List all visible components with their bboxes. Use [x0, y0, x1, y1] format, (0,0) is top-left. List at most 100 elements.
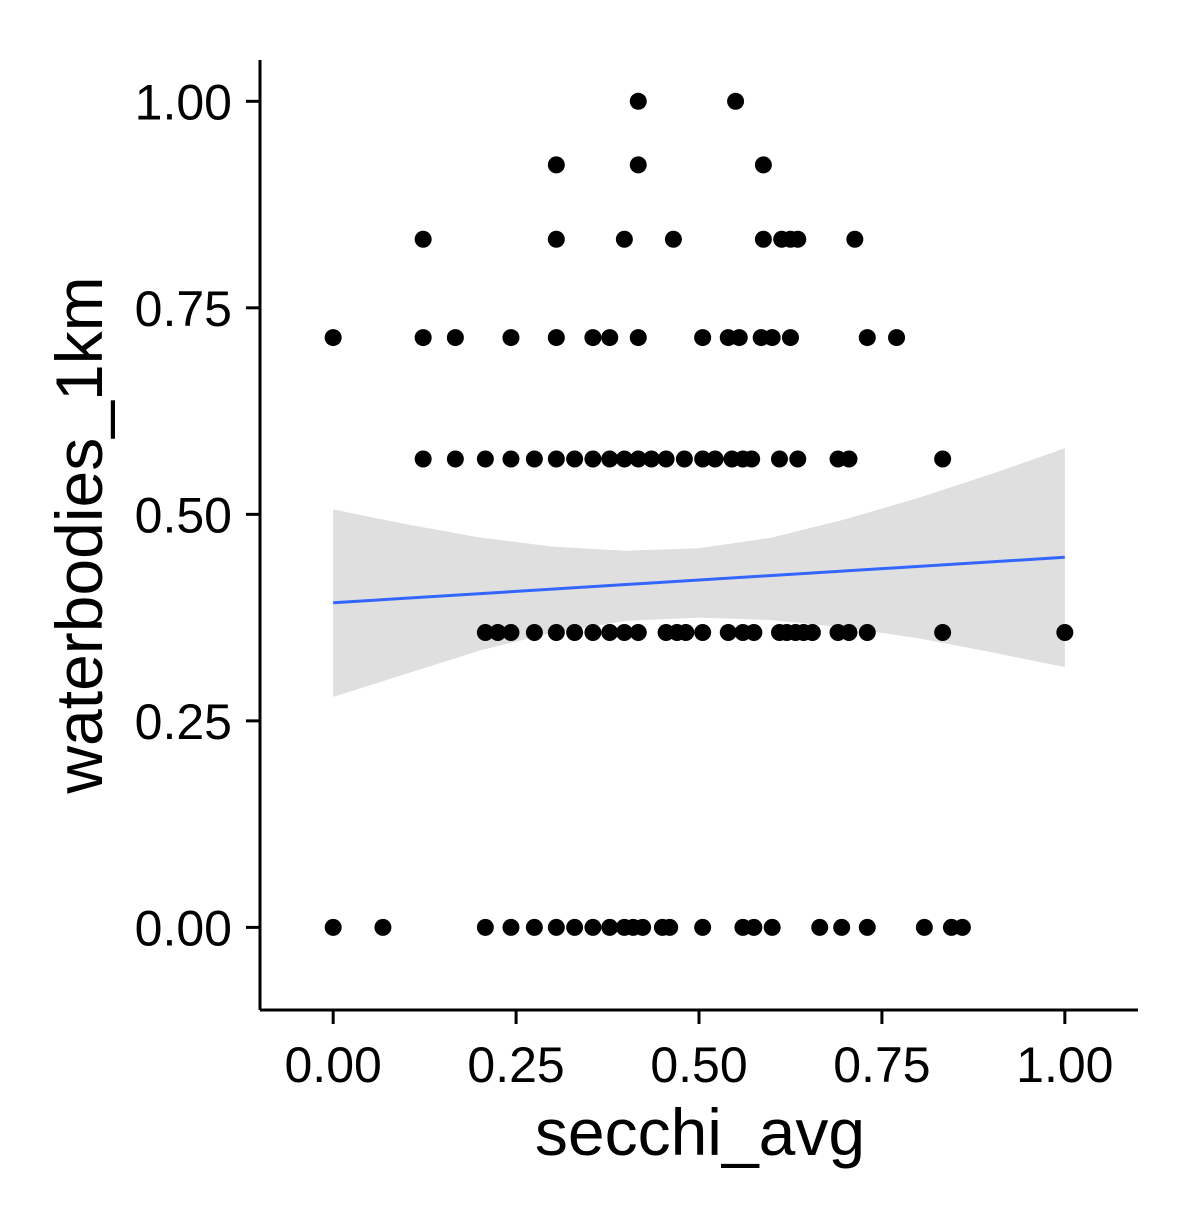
- data-point: [547, 450, 565, 468]
- data-point: [840, 623, 858, 641]
- data-point: [547, 623, 565, 641]
- data-point: [730, 329, 748, 347]
- data-point: [584, 623, 602, 641]
- data-point: [915, 918, 933, 936]
- data-point: [566, 918, 584, 936]
- x-tick-label: 0.25: [467, 1037, 564, 1093]
- data-point: [374, 918, 392, 936]
- confidence-band: [333, 448, 1065, 697]
- data-point: [566, 450, 584, 468]
- y-tick-label: 0.75: [135, 281, 232, 337]
- x-tick-label: 0.75: [833, 1037, 930, 1093]
- data-point: [566, 623, 584, 641]
- data-point: [745, 918, 763, 936]
- data-point: [502, 918, 520, 936]
- data-point: [858, 329, 876, 347]
- data-point: [953, 918, 971, 936]
- data-point: [629, 156, 647, 174]
- data-point: [634, 918, 652, 936]
- data-point: [763, 918, 781, 936]
- data-point: [502, 623, 520, 641]
- x-tick-label: 1.00: [1016, 1037, 1113, 1093]
- data-point: [745, 623, 763, 641]
- data-point: [1056, 623, 1074, 641]
- data-point: [584, 450, 602, 468]
- data-point: [727, 92, 745, 110]
- data-point: [601, 329, 619, 347]
- data-point: [476, 918, 494, 936]
- y-tick-label: 1.00: [135, 74, 232, 130]
- y-tick-label: 0.25: [135, 694, 232, 750]
- data-point: [770, 450, 788, 468]
- data-point: [754, 230, 772, 248]
- x-tick-label: 0.00: [285, 1037, 382, 1093]
- data-point: [677, 623, 695, 641]
- data-point: [615, 230, 633, 248]
- data-point: [584, 918, 602, 936]
- data-point: [858, 918, 876, 936]
- axes-layer: 0.00 0.25 0.50 0.75 1.00 0.00 0.25 0.50 0.75 1.0…: [135, 60, 1138, 1093]
- data-point: [629, 623, 647, 641]
- x-tick-label: 0.50: [650, 1037, 747, 1093]
- data-point: [811, 918, 829, 936]
- data-point: [675, 450, 693, 468]
- data-point: [694, 450, 712, 468]
- points-layer: [324, 92, 1074, 936]
- data-point: [694, 918, 712, 936]
- data-point: [446, 329, 464, 347]
- data-point: [664, 230, 682, 248]
- trend-line-layer: [333, 555, 1065, 605]
- confidence-band-layer: [333, 448, 1065, 697]
- data-point: [754, 156, 772, 174]
- data-point: [547, 156, 565, 174]
- data-point: [584, 329, 602, 347]
- data-point: [781, 329, 799, 347]
- data-point: [694, 329, 712, 347]
- data-point: [502, 450, 520, 468]
- data-point: [694, 623, 712, 641]
- data-point: [833, 918, 851, 936]
- data-point: [934, 623, 952, 641]
- data-point: [615, 450, 633, 468]
- data-point: [629, 450, 647, 468]
- data-point: [706, 450, 724, 468]
- data-point: [803, 623, 821, 641]
- data-point: [547, 230, 565, 248]
- data-point: [525, 623, 543, 641]
- data-point: [661, 918, 679, 936]
- data-point: [629, 92, 647, 110]
- data-point: [601, 918, 619, 936]
- data-point: [525, 450, 543, 468]
- data-point: [789, 230, 807, 248]
- data-point: [934, 450, 952, 468]
- y-axis-title: waterbodies_1km: [42, 276, 116, 794]
- data-point: [547, 918, 565, 936]
- data-point: [502, 329, 520, 347]
- data-point: [414, 450, 432, 468]
- data-point: [414, 329, 432, 347]
- y-tick-label: 0.00: [135, 900, 232, 956]
- y-ticks: 0.00 0.25 0.50 0.75 1.00: [135, 74, 260, 956]
- data-point: [476, 450, 494, 468]
- data-point: [743, 450, 761, 468]
- data-point: [642, 450, 660, 468]
- data-point: [840, 450, 858, 468]
- data-point: [763, 329, 781, 347]
- data-point: [476, 623, 494, 641]
- data-point: [601, 450, 619, 468]
- data-point: [888, 329, 906, 347]
- trend-line: [333, 555, 1065, 605]
- data-point: [615, 623, 633, 641]
- data-point: [789, 450, 807, 468]
- x-axis-title: secchi_avg: [535, 1095, 865, 1169]
- data-point: [414, 230, 432, 248]
- data-point: [525, 918, 543, 936]
- data-point: [324, 329, 342, 347]
- x-ticks: 0.00 0.25 0.50 0.75 1.00: [285, 1010, 1113, 1093]
- data-point: [601, 623, 619, 641]
- data-point: [489, 623, 507, 641]
- data-point: [547, 329, 565, 347]
- data-point: [846, 230, 864, 248]
